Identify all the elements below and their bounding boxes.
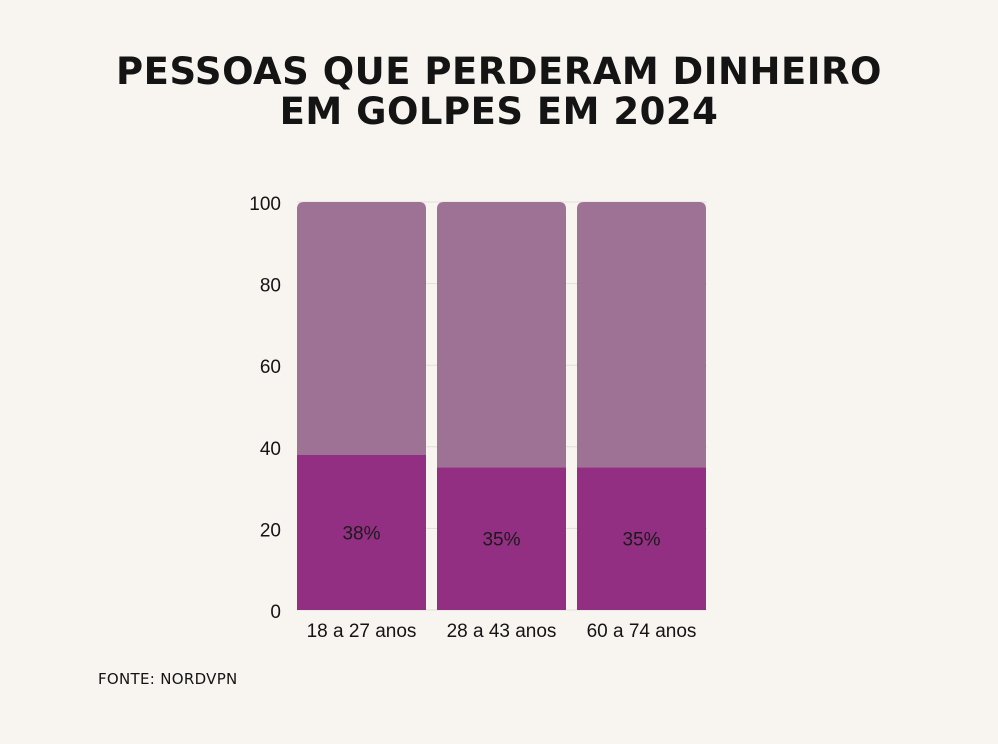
chart-title-line-1: PESSOAS QUE PERDERAM DINHEIRO <box>116 50 882 93</box>
bar-segment-remainder <box>577 202 706 468</box>
bar-segment-value <box>297 454 426 610</box>
x-category-label: 60 a 74 anos <box>587 621 697 642</box>
bar-data-label: 35% <box>622 530 660 551</box>
bar-data-label: 38% <box>342 523 380 544</box>
bar-segment-remainder <box>437 202 566 468</box>
y-tick-label: 20 <box>260 520 281 541</box>
bar-data-label: 35% <box>482 530 520 551</box>
chart-title-line-2: EM GOLPES EM 2024 <box>279 90 719 133</box>
x-category-label: 18 a 27 anos <box>307 621 417 642</box>
y-tick-label: 0 <box>270 602 281 623</box>
y-tick-label: 100 <box>249 194 281 215</box>
bar-segment-remainder <box>297 202 426 455</box>
source-note: FONTE: NORDVPN <box>98 670 238 688</box>
y-tick-label: 40 <box>260 439 281 460</box>
bar-segment-value <box>437 467 566 610</box>
bar-segment-value <box>577 467 706 610</box>
chart-title: PESSOAS QUE PERDERAM DINHEIRO EM GOLPES … <box>0 52 998 132</box>
x-category-label: 28 a 43 anos <box>447 621 557 642</box>
y-tick-label: 80 <box>260 276 281 297</box>
y-tick-label: 60 <box>260 357 281 378</box>
